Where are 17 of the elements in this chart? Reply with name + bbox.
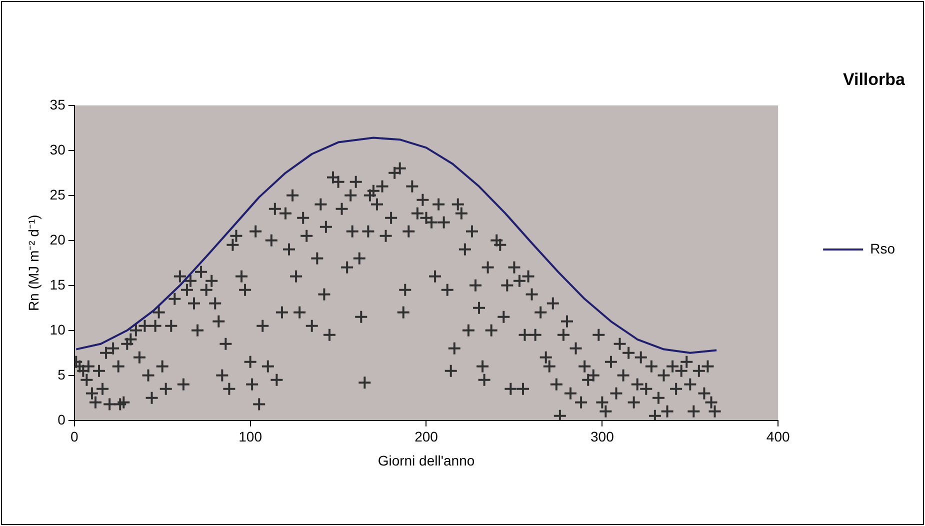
y-tick-label: 25 (50, 186, 66, 202)
y-tick-label: 10 (50, 321, 66, 338)
x-tick-label: 200 (414, 428, 438, 445)
x-tick-label: 0 (70, 428, 78, 445)
x-tick-label: 300 (590, 428, 614, 445)
y-tick-label: 5 (58, 366, 66, 382)
legend-label: Rso (870, 240, 896, 256)
x-tick-label: 100 (238, 428, 262, 445)
y-axis-title: Rn (MJ m⁻² d⁻¹) (25, 214, 42, 312)
x-axis-title: Giorni dell'anno (378, 452, 475, 468)
x-tick-label: 400 (766, 428, 790, 445)
y-tick-label: 15 (50, 276, 66, 292)
y-tick-label: 20 (50, 231, 66, 248)
y-tick-label: 0 (58, 411, 66, 428)
y-tick-label: 35 (50, 96, 66, 112)
y-tick-label: 30 (50, 141, 66, 158)
text: Villorba (842, 70, 906, 89)
